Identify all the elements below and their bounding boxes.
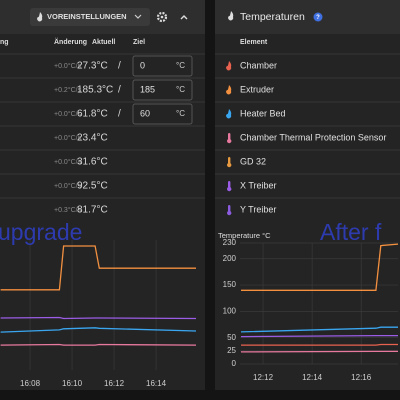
thermo-bulb xyxy=(227,162,232,168)
rate-of-change: +0.0°C/s xyxy=(54,182,82,190)
rate-of-change: +0.0°C/s xyxy=(54,134,82,142)
overlay-caption: upgrade xyxy=(0,219,82,245)
target-input[interactable] xyxy=(132,55,193,77)
thermo-icon xyxy=(228,157,231,164)
x-tick-label: 12:12 xyxy=(253,373,274,382)
thermo-icon xyxy=(228,205,231,212)
y-tick-label: 200 xyxy=(223,254,237,263)
settings-button[interactable] xyxy=(156,11,168,23)
rate-of-change: +0.0°C/s xyxy=(54,158,82,166)
y-tick-label: 25 xyxy=(227,346,236,355)
thermo-icon xyxy=(228,133,231,140)
flame-icon xyxy=(226,61,232,71)
x-tick-label: 12:14 xyxy=(302,373,323,382)
series-line xyxy=(240,326,398,333)
y-tick-label: 0 xyxy=(232,359,237,368)
panel-title: Temperaturen xyxy=(240,11,305,23)
separator: / xyxy=(118,61,121,72)
target-value[interactable]: 60 xyxy=(140,108,150,118)
x-tick-label: 16:14 xyxy=(146,379,167,388)
y-tick-label: 230 xyxy=(223,238,237,247)
x-tick-label: 16:12 xyxy=(104,379,125,388)
flame-icon xyxy=(226,85,232,95)
x-tick-label: 12:16 xyxy=(351,373,372,382)
current-temp: 27.3°C xyxy=(77,61,108,72)
element-name: Heater Bed xyxy=(240,108,286,118)
series-line xyxy=(240,350,398,353)
overlay-caption: After f xyxy=(320,219,382,245)
separator: / xyxy=(118,109,121,120)
right-header xyxy=(215,0,400,34)
thermo-bulb xyxy=(227,186,232,192)
settings-center xyxy=(160,15,164,19)
chart-title: Temperature °C xyxy=(218,231,271,240)
column-header: Ziel xyxy=(133,39,145,46)
series-line xyxy=(240,334,398,338)
target-unit: °C xyxy=(176,61,185,70)
column-header: ng xyxy=(0,39,9,46)
left-panel xyxy=(0,0,205,390)
separator: / xyxy=(118,85,121,96)
flame-icon xyxy=(228,11,234,21)
x-tick-label: 16:08 xyxy=(20,379,41,388)
right-panel xyxy=(215,0,400,390)
thermo-bulb xyxy=(227,138,232,144)
target-value[interactable]: 185 xyxy=(140,84,155,94)
series-line xyxy=(0,316,197,320)
rate-of-change: +0.0°C/s xyxy=(54,62,82,70)
series-line xyxy=(0,327,197,333)
thermo-icon xyxy=(228,181,231,188)
presets-label[interactable]: VOREINSTELLUNGEN xyxy=(47,12,127,21)
thermo-bulb xyxy=(227,210,232,216)
dropdown-chevron xyxy=(134,14,142,19)
series-line xyxy=(0,245,196,291)
x-tick-label: 16:10 xyxy=(62,379,83,388)
rate-of-change: +0.2°C/s xyxy=(54,86,82,94)
current-temp: 81.7°C xyxy=(77,205,108,216)
element-name: GD 32 xyxy=(240,156,266,166)
flame-icon xyxy=(226,109,232,119)
help-mark: ? xyxy=(316,15,320,21)
current-temp: 92.5°C xyxy=(77,181,108,192)
target-input[interactable] xyxy=(132,79,193,101)
series-line xyxy=(0,343,197,346)
y-tick-label: 150 xyxy=(223,280,237,289)
element-name: Extruder xyxy=(240,84,274,94)
series-line xyxy=(241,343,398,346)
target-unit: °C xyxy=(176,85,185,94)
element-name: Y Treiber xyxy=(240,204,276,214)
help-icon[interactable] xyxy=(313,12,323,22)
current-temp: 31.6°C xyxy=(77,157,108,168)
presets-button[interactable] xyxy=(30,8,150,26)
element-name: Chamber xyxy=(240,60,277,70)
rate-of-change: +0.3°C/s xyxy=(54,206,82,214)
element-name: Chamber Thermal Protection Sensor xyxy=(240,132,386,142)
series-line xyxy=(241,243,399,291)
element-name: X Treiber xyxy=(240,180,277,190)
current-temp: 61.8°C xyxy=(77,109,108,120)
collapse-button[interactable] xyxy=(180,15,188,20)
flame-icon xyxy=(37,12,43,22)
column-header: Aktuell xyxy=(92,39,115,46)
column-header: Element xyxy=(240,39,268,46)
y-tick-label: 100 xyxy=(223,307,237,316)
current-temp: 23.4°C xyxy=(77,133,108,144)
target-unit: °C xyxy=(176,109,185,118)
current-temp: 185.3°C xyxy=(77,85,113,96)
target-input[interactable] xyxy=(132,103,193,125)
y-tick-label: 50 xyxy=(227,333,236,342)
target-value[interactable]: 0 xyxy=(140,60,145,70)
rate-of-change: +0.0°C/s xyxy=(54,110,82,118)
column-header: Änderung xyxy=(54,38,87,46)
